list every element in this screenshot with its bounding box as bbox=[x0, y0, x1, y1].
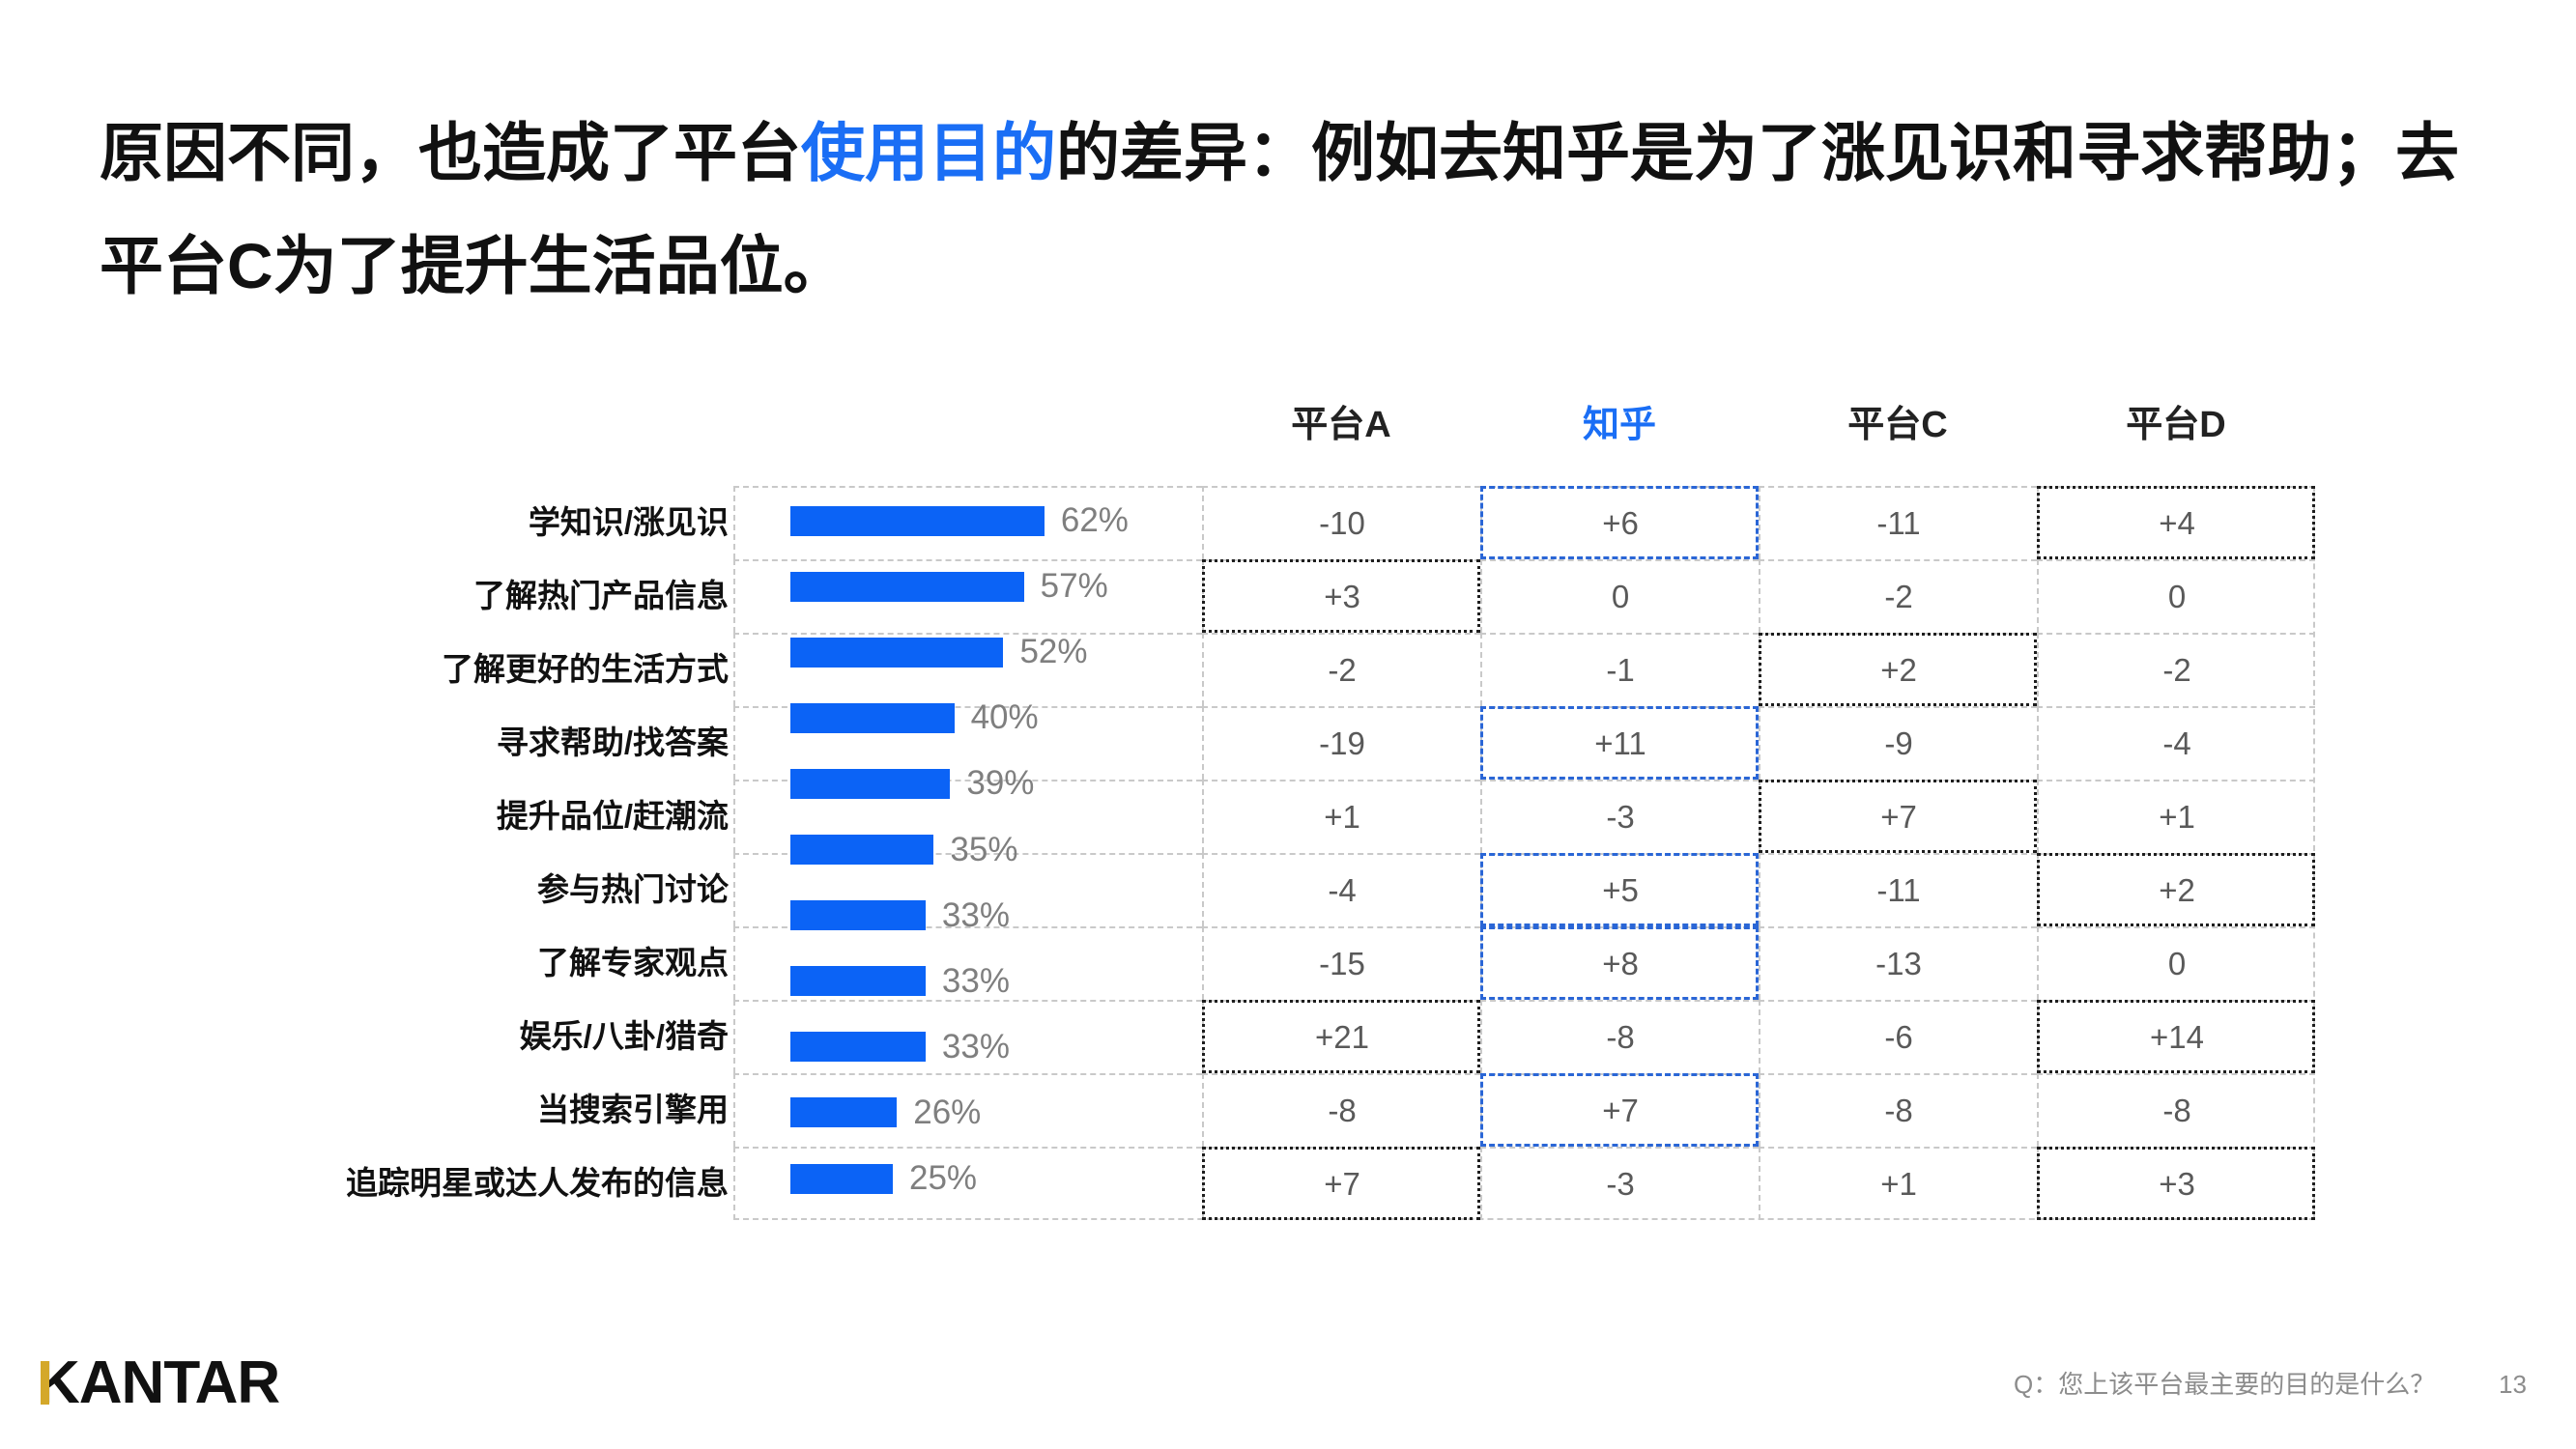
table-cell: -2 bbox=[1202, 633, 1480, 706]
highlight-box bbox=[1759, 780, 2037, 853]
highlight-box bbox=[2037, 486, 2315, 559]
bar bbox=[790, 966, 926, 997]
title-highlight: 使用目的 bbox=[801, 117, 1056, 188]
table-cell: -6 bbox=[1759, 1000, 2037, 1073]
title-text: 的差异：例如去知乎是为了涨见识和寻求帮助；去 bbox=[1056, 117, 2459, 188]
table-cell: -9 bbox=[1759, 706, 2037, 780]
table-cell: -2 bbox=[2037, 633, 2315, 706]
table-cell: -10 bbox=[1202, 486, 1480, 559]
row-label: 追踪明星或达人发布的信息 bbox=[346, 1165, 729, 1201]
bar-area-cell bbox=[733, 853, 1202, 926]
table-cell: -3 bbox=[1480, 1147, 1759, 1220]
column-header: 平台C bbox=[1847, 405, 1948, 445]
bar bbox=[790, 768, 951, 799]
bar bbox=[790, 900, 926, 931]
bar bbox=[790, 1032, 926, 1063]
table-cell: -8 bbox=[1759, 1073, 2037, 1147]
bar-area-cell bbox=[733, 1000, 1202, 1073]
highlight-box bbox=[1480, 926, 1759, 1000]
table-cell: 0 bbox=[2037, 926, 2315, 1000]
bar-area-cell bbox=[733, 559, 1202, 633]
bar bbox=[790, 1097, 898, 1128]
highlight-box bbox=[2037, 853, 2315, 926]
bar-area-cell bbox=[733, 926, 1202, 1000]
table-cell: +1 bbox=[2037, 780, 2315, 853]
kantar-logo: KANTAR bbox=[37, 1350, 280, 1416]
bar-area-cell bbox=[733, 780, 1202, 853]
bar bbox=[790, 1163, 893, 1194]
table-cell: -11 bbox=[1759, 853, 2037, 926]
bar bbox=[790, 702, 955, 733]
highlight-box bbox=[2037, 1000, 2315, 1073]
row-label: 娱乐/八卦/猎奇 bbox=[519, 1018, 729, 1054]
bar bbox=[790, 637, 1004, 668]
highlight-box bbox=[1202, 559, 1480, 633]
bar-area-cell bbox=[733, 633, 1202, 706]
column-header: 平台D bbox=[2126, 405, 2226, 445]
bar-value-label: 33% bbox=[941, 895, 1010, 934]
table-cell: 0 bbox=[2037, 559, 2315, 633]
row-label: 了解专家观点 bbox=[537, 945, 729, 980]
title-line-2: 平台C为了提升生活品位。 bbox=[100, 230, 847, 301]
table-cell: +1 bbox=[1202, 780, 1480, 853]
bar-value-label: 35% bbox=[950, 830, 1018, 868]
page-number: 13 bbox=[2499, 1370, 2527, 1399]
bar-value-label: 33% bbox=[941, 961, 1010, 1000]
highlight-box bbox=[1202, 1147, 1480, 1220]
bar-value-label: 57% bbox=[1040, 567, 1108, 606]
column-header: 知乎 bbox=[1582, 405, 1656, 445]
highlight-box bbox=[1480, 853, 1759, 926]
title-line-1: 原因不同，也造成了平台使用目的的差异：例如去知乎是为了涨见识和寻求帮助；去 bbox=[100, 97, 2459, 210]
highlight-box bbox=[1480, 486, 1759, 559]
bar-value-label: 33% bbox=[941, 1027, 1010, 1065]
bar-value-label: 62% bbox=[1060, 501, 1129, 539]
highlight-box bbox=[1759, 633, 2037, 706]
row-label: 学知识/涨见识 bbox=[528, 504, 729, 540]
highlight-box bbox=[1202, 1000, 1480, 1073]
highlight-box bbox=[1480, 1073, 1759, 1147]
logo-text: KANTAR bbox=[37, 1350, 280, 1416]
bar bbox=[790, 505, 1045, 536]
table-cell: -8 bbox=[1480, 1000, 1759, 1073]
column-header: 平台A bbox=[1291, 405, 1391, 445]
row-label: 参与热门讨论 bbox=[537, 871, 729, 907]
bar-value-label: 52% bbox=[1019, 633, 1088, 671]
bar-area-cell bbox=[733, 486, 1202, 559]
bar-value-label: 26% bbox=[913, 1093, 982, 1131]
table-cell: +1 bbox=[1759, 1147, 2037, 1220]
bar-area-cell bbox=[733, 1147, 1202, 1220]
row-label: 了解更好的生活方式 bbox=[442, 651, 729, 687]
table-cell: -11 bbox=[1759, 486, 2037, 559]
table-cell: -2 bbox=[1759, 559, 2037, 633]
slide-title: 原因不同，也造成了平台使用目的的差异：例如去知乎是为了涨见识和寻求帮助；去 平台… bbox=[100, 97, 2459, 323]
bar-value-label: 40% bbox=[970, 698, 1039, 737]
row-label: 了解热门产品信息 bbox=[473, 578, 729, 613]
bar bbox=[790, 571, 1024, 602]
table-cell: -4 bbox=[1202, 853, 1480, 926]
bar-area-cell bbox=[733, 706, 1202, 780]
bar-value-label: 25% bbox=[909, 1159, 978, 1197]
highlight-box bbox=[2037, 1147, 2315, 1220]
row-label: 提升品位/赶潮流 bbox=[496, 798, 729, 834]
question-footnote: Q：您上该平台最主要的目的是什么？ bbox=[2014, 1370, 2436, 1399]
table-cell: -8 bbox=[1202, 1073, 1480, 1147]
bar-value-label: 39% bbox=[966, 764, 1035, 803]
bar-area-cell bbox=[733, 1073, 1202, 1147]
table-cell: 0 bbox=[1480, 559, 1759, 633]
row-label: 当搜索引擎用 bbox=[537, 1092, 729, 1127]
row-label: 寻求帮助/找答案 bbox=[496, 724, 729, 760]
table-cell: -8 bbox=[2037, 1073, 2315, 1147]
table-cell: -3 bbox=[1480, 780, 1759, 853]
title-text: 原因不同，也造成了平台 bbox=[100, 117, 801, 188]
table-cell: -13 bbox=[1759, 926, 2037, 1000]
table-cell: -19 bbox=[1202, 706, 1480, 780]
bar bbox=[790, 835, 934, 865]
table-cell: -4 bbox=[2037, 706, 2315, 780]
table-cell: -15 bbox=[1202, 926, 1480, 1000]
highlight-box bbox=[1480, 706, 1759, 780]
table-cell: -1 bbox=[1480, 633, 1759, 706]
logo-accent-bar bbox=[41, 1361, 49, 1405]
